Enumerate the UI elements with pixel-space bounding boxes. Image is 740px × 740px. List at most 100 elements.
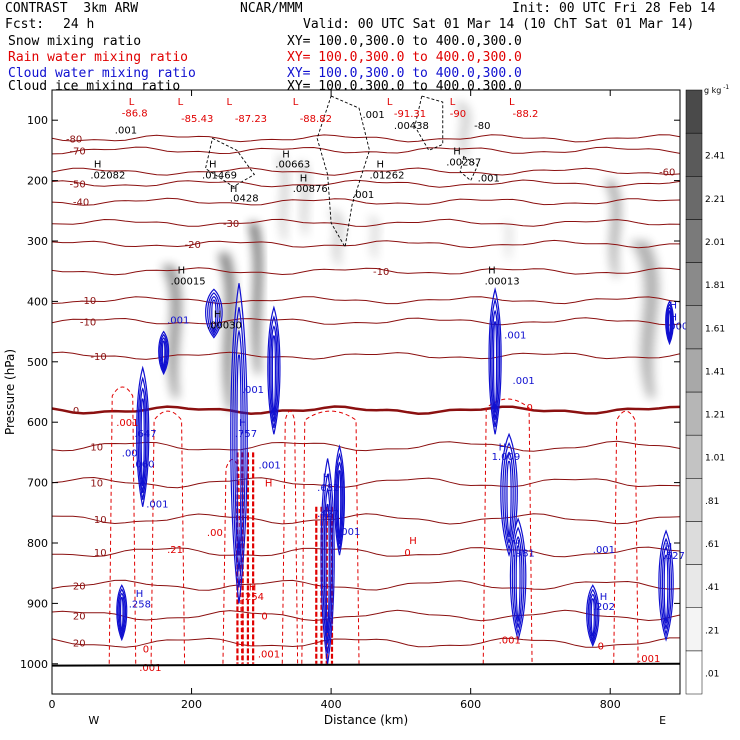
cloud-water-contour	[158, 330, 170, 376]
isotherm-label: 10	[94, 548, 107, 559]
ice-label: H	[300, 174, 308, 185]
y-tick-label: 100	[27, 114, 48, 127]
isotherm-line	[52, 513, 680, 525]
isotherm-label: -50	[69, 180, 85, 191]
x-tick-label: 200	[181, 698, 202, 711]
ice-label: .00287	[446, 157, 481, 168]
colorbar-swatch	[685, 521, 703, 565]
contour-labels: -80-70-60-50-40-30-20-10-10-10-100101010…	[66, 97, 688, 674]
colorbar-label: 1.21	[705, 411, 725, 421]
ice-label: .0428	[230, 194, 259, 205]
cloud-water-contour	[267, 305, 281, 435]
ice-label: H	[178, 265, 186, 276]
cloud-water-contour	[230, 283, 248, 604]
x-tick-label: 800	[600, 698, 621, 711]
legend-rain-xy: XY= 100.0,300.0 to 400.0,300.0	[287, 50, 522, 65]
colorbar-swatch	[685, 348, 703, 393]
value-label: .001	[259, 460, 281, 471]
colorbar-label: .41	[705, 583, 719, 593]
ice-label: .001	[363, 110, 385, 121]
colorbar-swatch	[685, 305, 703, 350]
ice-label: H	[376, 160, 384, 171]
ice-label: .02082	[90, 171, 125, 182]
value-label: H	[265, 479, 273, 490]
top-label: -85.43	[181, 114, 213, 125]
value-label: .682	[317, 483, 339, 494]
value-label: H	[239, 418, 247, 429]
colorbar-swatch	[685, 478, 703, 522]
value-label: .527	[663, 551, 685, 562]
rain-contour	[108, 386, 137, 664]
isotherm-label: -10	[90, 352, 106, 363]
fcst-value: 24 h	[63, 17, 95, 32]
value-label: H	[665, 542, 673, 553]
cloud-water-contour	[661, 546, 671, 629]
top-label: -87.23	[235, 114, 267, 125]
value-label: .001	[593, 545, 615, 556]
colorbar-swatch	[685, 89, 703, 134]
isotherm-label: -20	[185, 240, 201, 251]
y-tick-label: 800	[27, 537, 48, 550]
cloud-water-contour	[500, 432, 518, 558]
value-label: .001	[139, 663, 161, 674]
isotherm-label: 0	[73, 406, 79, 417]
cloud-water-contour	[658, 529, 674, 642]
cloud-water-contour	[660, 537, 673, 637]
isotherm-label: 20	[73, 581, 86, 592]
rain-contour	[150, 410, 186, 664]
isotherm-label: 20	[73, 639, 86, 650]
valid-time: Valid: 00 UTC Sat 01 Mar 14 (10 ChT Sat …	[303, 17, 695, 32]
cloud-water-contour	[161, 340, 166, 370]
colorbar-unit: g kg -1	[704, 84, 729, 95]
cloud-water-contour	[665, 300, 674, 346]
isotherm-line	[52, 609, 680, 622]
cloud-water-contour	[502, 442, 516, 552]
cloud-water-contour	[663, 554, 669, 624]
isotherm-line	[52, 579, 680, 591]
top-label: L	[450, 97, 456, 108]
value-label: H	[136, 589, 144, 600]
colorbar-label: 1.61	[705, 324, 725, 334]
colorbar-label: 1.01	[705, 454, 725, 464]
colorbar-unit-exponent: -1	[721, 84, 729, 91]
ice-label: H	[230, 184, 238, 195]
x-axis-title: Distance (km)	[324, 713, 408, 727]
value-label: H	[409, 536, 417, 547]
ice-contour	[316, 95, 370, 249]
value-label: 0	[404, 548, 410, 559]
value-label: .001	[504, 331, 526, 342]
cloud-water-contour	[205, 288, 223, 339]
snow-plume	[161, 265, 182, 399]
colorbar-label: 2.21	[705, 195, 725, 205]
cloud-water-contour	[488, 286, 502, 435]
cloud-water-contour	[511, 526, 525, 636]
y-tick-label: 200	[27, 175, 48, 188]
top-label: -86.8	[122, 108, 148, 119]
isotherm-label: -10	[80, 317, 96, 328]
colorbar-label: 1.41	[705, 367, 725, 377]
colorbar-swatch	[685, 262, 703, 306]
cloud-water-contour	[234, 329, 244, 572]
colorbar-swatch	[685, 132, 703, 177]
x-tick-label: 0	[49, 698, 56, 711]
value-label: H	[600, 592, 608, 603]
cloud-water-contour	[336, 461, 343, 545]
cloud-water-contour	[513, 536, 523, 628]
top-label: -88.2	[513, 109, 539, 120]
isotherm-label: -40	[73, 198, 89, 209]
ice-label: .00663	[275, 160, 310, 171]
cloud-water-contour	[320, 458, 335, 664]
ice-label: H	[453, 146, 461, 157]
ice-label: .00015	[171, 276, 206, 287]
isotherm-line	[52, 351, 680, 360]
snow-plume	[297, 162, 309, 235]
isotherm-label: 10	[90, 442, 103, 453]
isotherm-line	[52, 405, 680, 415]
cloud-water-contour	[489, 298, 501, 428]
ice-label: .001	[352, 190, 374, 201]
cloud-water-contour	[325, 504, 330, 634]
ice-label: .00876	[293, 184, 328, 195]
snow-plume	[452, 102, 471, 157]
isotherm-label: -70	[69, 146, 85, 157]
